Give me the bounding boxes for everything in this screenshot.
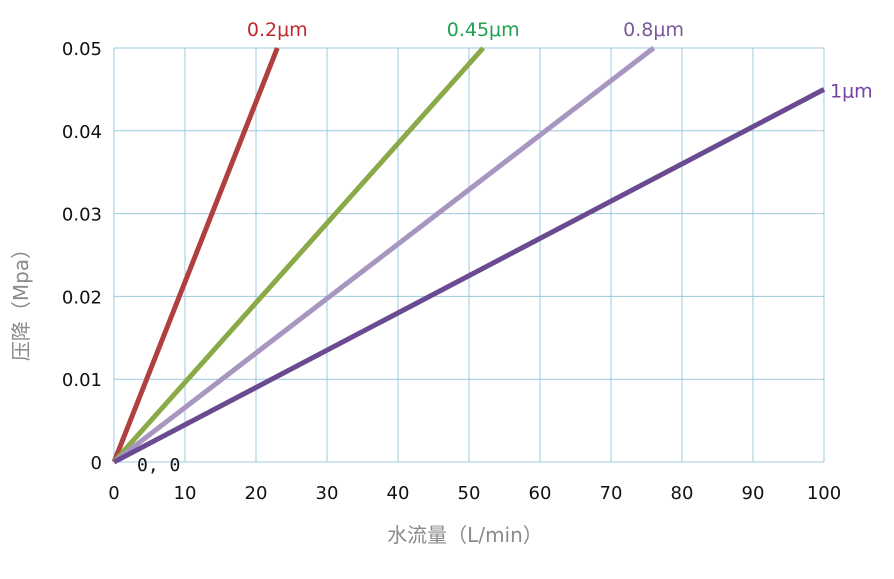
x-tick-label: 10 (174, 483, 197, 504)
y-axis-title: 压降（Mpa） (9, 239, 33, 361)
x-tick-label: 30 (316, 483, 339, 504)
x-tick-label: 40 (387, 483, 410, 504)
y-tick-label: 0.04 (62, 122, 102, 143)
y-tick-labels: 0 0.01 0.02 0.03 0.04 0.05 (62, 39, 102, 474)
y-tick-label: 0.05 (62, 39, 102, 60)
x-tick-labels: 0 10 20 30 40 50 60 70 80 90 100 (108, 483, 841, 504)
grid (113, 47, 825, 463)
series-labels: 0.2μm 0.45μm 0.8μm 1μm (247, 19, 873, 102)
series-label: 0.2μm (247, 19, 308, 41)
origin-annotation: 0, 0 (137, 455, 180, 476)
series-label: 0.8μm (623, 19, 684, 41)
x-tick-label: 50 (458, 483, 481, 504)
x-tick-label: 70 (600, 483, 623, 504)
y-tick-label: 0 (91, 453, 102, 474)
x-tick-label: 60 (529, 483, 552, 504)
series-line (111, 47, 280, 463)
series-label: 0.45μm (447, 19, 520, 41)
x-tick-label: 100 (807, 483, 841, 504)
y-tick-label: 0.03 (62, 205, 102, 226)
y-tick-label: 0.01 (62, 370, 102, 391)
x-tick-label: 90 (742, 483, 765, 504)
x-tick-label: 0 (108, 483, 119, 504)
series-line (112, 46, 656, 464)
x-tick-label: 20 (245, 483, 268, 504)
x-tick-label: 80 (671, 483, 694, 504)
y-tick-label: 0.02 (62, 287, 102, 308)
series-line (112, 87, 826, 465)
series-line (112, 46, 486, 464)
x-axis-title: 水流量（L/min） (387, 523, 543, 547)
series-lines (111, 46, 826, 465)
series-label: 1μm (830, 80, 873, 102)
